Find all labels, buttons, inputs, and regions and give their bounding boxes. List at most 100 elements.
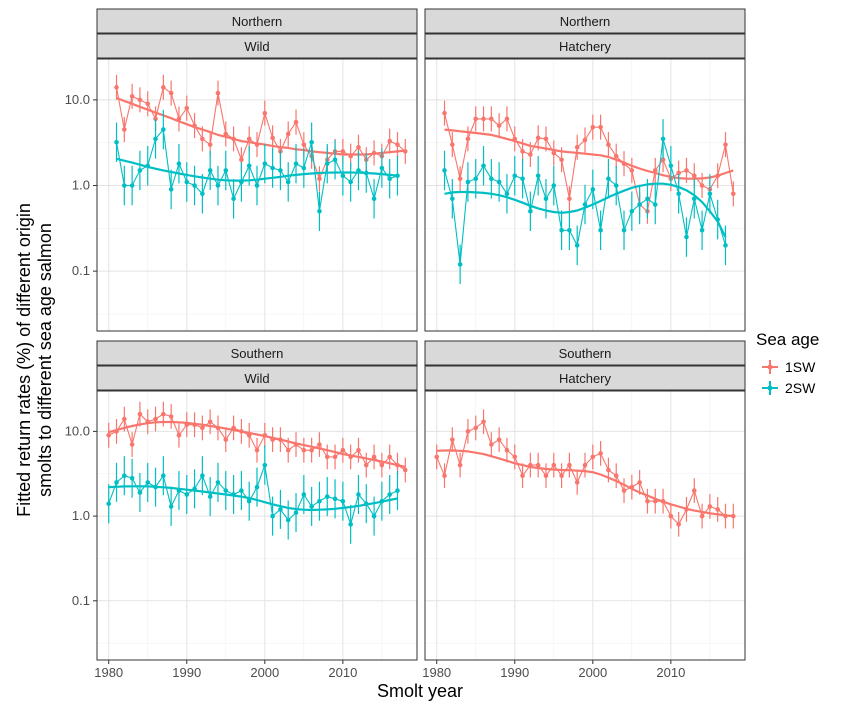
data-point — [637, 202, 642, 207]
data-point — [575, 145, 580, 150]
data-point — [684, 168, 689, 173]
data-point — [223, 168, 228, 173]
data-point — [661, 137, 666, 142]
legend-entry: 1SW — [762, 359, 816, 375]
y-axis-title: Fitted return rates (%) of different ori… — [14, 203, 55, 517]
data-point — [723, 142, 728, 147]
data-point — [325, 161, 330, 166]
data-point — [270, 136, 275, 141]
data-point — [520, 473, 525, 478]
data-point — [348, 180, 353, 185]
data-point — [512, 173, 517, 178]
data-point — [169, 504, 174, 509]
data-point — [731, 191, 736, 196]
data-point — [341, 499, 346, 504]
data-point — [153, 417, 158, 422]
data-point — [169, 187, 174, 192]
data-point — [247, 163, 252, 168]
data-point — [223, 437, 228, 442]
data-point — [169, 91, 174, 96]
strip-origin-label: Hatchery — [559, 39, 612, 54]
data-point — [544, 196, 549, 201]
x-tick-label: 2010 — [328, 665, 357, 680]
data-point — [247, 137, 252, 142]
data-point — [395, 142, 400, 147]
data-point — [145, 480, 150, 485]
data-point — [489, 442, 494, 447]
data-point — [669, 514, 674, 519]
x-tick-label: 1980 — [422, 665, 451, 680]
data-point — [270, 514, 275, 519]
data-point — [177, 161, 182, 166]
data-point — [591, 187, 596, 192]
data-point — [122, 127, 127, 132]
data-point — [536, 136, 541, 141]
data-point — [708, 504, 713, 509]
data-point — [450, 142, 455, 147]
y-tick-label: 1.0 — [72, 508, 90, 523]
data-point — [325, 494, 330, 499]
y-axis-title-line-1: Fitted return rates (%) of different ori… — [14, 203, 34, 517]
data-point — [583, 463, 588, 468]
data-point — [684, 235, 689, 240]
data-point — [302, 492, 307, 497]
data-point — [606, 468, 611, 473]
legend-title: Sea age — [756, 330, 819, 349]
data-point — [309, 504, 314, 509]
data-point — [356, 448, 361, 453]
data-point — [606, 142, 611, 147]
data-point — [200, 137, 205, 142]
data-point — [263, 463, 268, 468]
data-point — [489, 117, 494, 122]
data-point — [497, 123, 502, 128]
y-axis-title-line-2: smolts to different sea age salmon — [35, 223, 55, 497]
data-point — [208, 419, 213, 424]
data-point — [630, 209, 635, 214]
data-point — [208, 494, 213, 499]
data-point — [114, 85, 119, 90]
data-point — [255, 183, 260, 188]
data-point — [122, 183, 127, 188]
legend: Sea age 1SW 2SW — [756, 330, 819, 396]
data-point — [364, 463, 369, 468]
data-point — [263, 111, 268, 116]
data-point — [380, 166, 385, 171]
data-point — [106, 501, 111, 506]
data-point — [512, 455, 517, 460]
data-point — [294, 161, 299, 166]
data-point — [223, 488, 228, 493]
data-point — [700, 514, 705, 519]
data-point — [145, 101, 150, 106]
legend-entry: 2SW — [762, 380, 816, 396]
data-point — [544, 137, 549, 142]
data-point — [255, 448, 260, 453]
data-point — [216, 480, 221, 485]
data-point — [630, 168, 635, 173]
data-point — [442, 111, 447, 116]
data-point — [606, 176, 611, 181]
strip-region-label: Northern — [232, 14, 283, 29]
data-point — [708, 191, 713, 196]
data-point — [559, 473, 564, 478]
data-point — [325, 455, 330, 460]
data-point — [473, 176, 478, 181]
strip-region-label: Southern — [559, 346, 612, 361]
data-point — [309, 140, 314, 145]
data-point — [341, 173, 346, 178]
data-point — [692, 488, 697, 493]
y-tick-label: 0.1 — [72, 263, 90, 278]
data-point — [263, 161, 268, 166]
data-point — [130, 442, 135, 447]
data-point — [387, 455, 392, 460]
data-point — [575, 243, 580, 248]
x-tick-label: 1990 — [172, 665, 201, 680]
data-point — [372, 196, 377, 201]
data-point — [505, 448, 510, 453]
data-point — [161, 127, 166, 132]
data-point — [138, 168, 143, 173]
data-point — [481, 117, 486, 122]
x-tick-label: 1990 — [500, 665, 529, 680]
data-point — [551, 463, 556, 468]
panel-1: NorthernHatchery — [425, 9, 745, 331]
data-point — [559, 228, 564, 233]
